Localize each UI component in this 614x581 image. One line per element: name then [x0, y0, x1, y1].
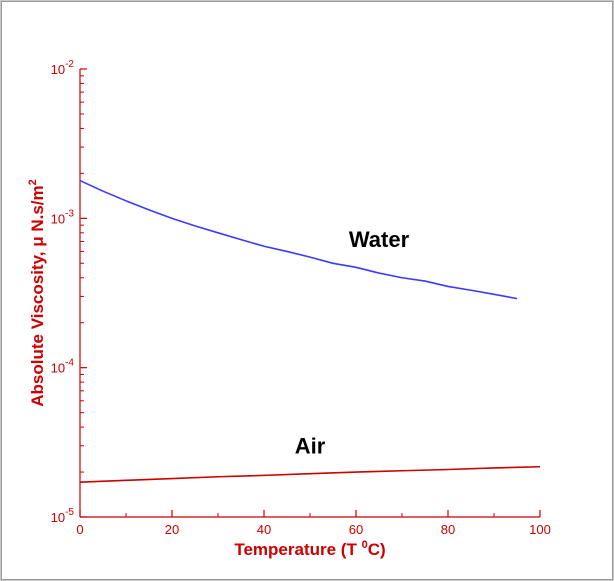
y-tick-label: 10-4 [51, 358, 75, 376]
x-axis-title: Temperature (T 0C) [234, 539, 385, 559]
series-label-water: Water [349, 227, 410, 252]
x-tick-label: 20 [165, 522, 179, 537]
x-tick-label: 80 [441, 522, 455, 537]
y-tick-label: 10-3 [51, 208, 75, 226]
series-line-water [79, 179, 518, 300]
ticks: 0 20 40 60 80 100 10-5 10-4 10-3 10-2 [51, 59, 551, 537]
series-label-air: Air [295, 434, 326, 459]
y-tick-label: 10-2 [51, 59, 75, 77]
x-tick-label: 40 [257, 522, 271, 537]
series-line-air [79, 465, 541, 484]
x-tick-label: 0 [76, 522, 83, 537]
x-tick-label: 60 [349, 522, 363, 537]
y-axis-title: Absolute Viscosity, μ N.s/m2 [27, 179, 47, 407]
series [79, 179, 541, 484]
y-tick-label: 10-5 [51, 507, 75, 525]
x-tick-label: 100 [529, 522, 551, 537]
series-labels: Water Air [295, 227, 410, 459]
